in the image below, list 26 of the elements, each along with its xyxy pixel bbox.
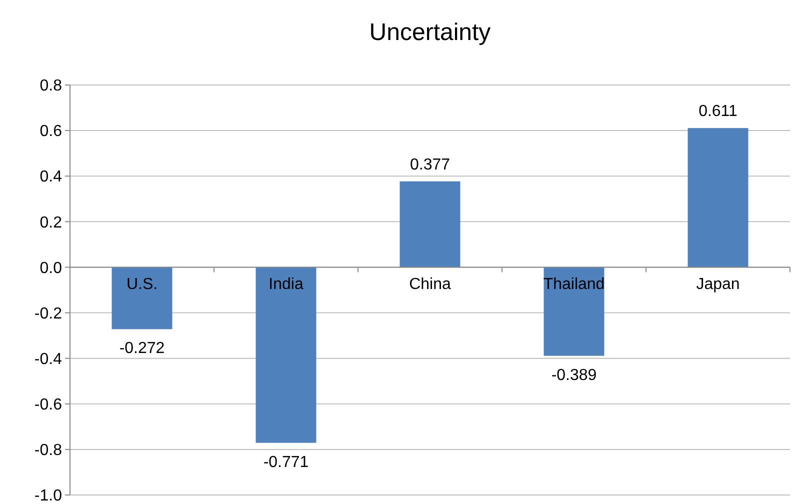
data-label: 0.611	[698, 103, 738, 120]
y-tick-label: -1.0	[34, 488, 62, 504]
data-label: 0.377	[410, 156, 450, 174]
bar	[688, 128, 748, 268]
y-tick-label: -0.4	[34, 350, 62, 368]
y-tick-label: -0.8	[34, 442, 62, 460]
bar	[112, 267, 172, 330]
y-tick-label: 0.0	[40, 260, 62, 277]
bar	[544, 267, 604, 356]
chart-title: Uncertainty	[369, 19, 491, 46]
y-tick-label: 0.6	[40, 123, 62, 140]
x-tick-label: India	[268, 276, 304, 294]
data-label: -0.771	[263, 454, 309, 471]
y-tick-label: -0.6	[34, 396, 62, 414]
bar	[256, 267, 316, 443]
y-tick-label: 0.4	[40, 168, 62, 186]
data-label: -0.389	[551, 366, 597, 384]
y-tick-label: 0.8	[40, 78, 62, 95]
y-tick-label: 0.2	[40, 214, 62, 232]
x-tick-label: Japan	[696, 276, 740, 294]
x-tick-label: China	[409, 276, 451, 294]
data-label: -0.272	[119, 340, 165, 358]
x-tick-label: U.S.	[126, 276, 158, 294]
y-tick-label: -0.2	[34, 305, 62, 322]
bar	[400, 181, 460, 268]
x-tick-label: Thailand	[543, 276, 605, 294]
